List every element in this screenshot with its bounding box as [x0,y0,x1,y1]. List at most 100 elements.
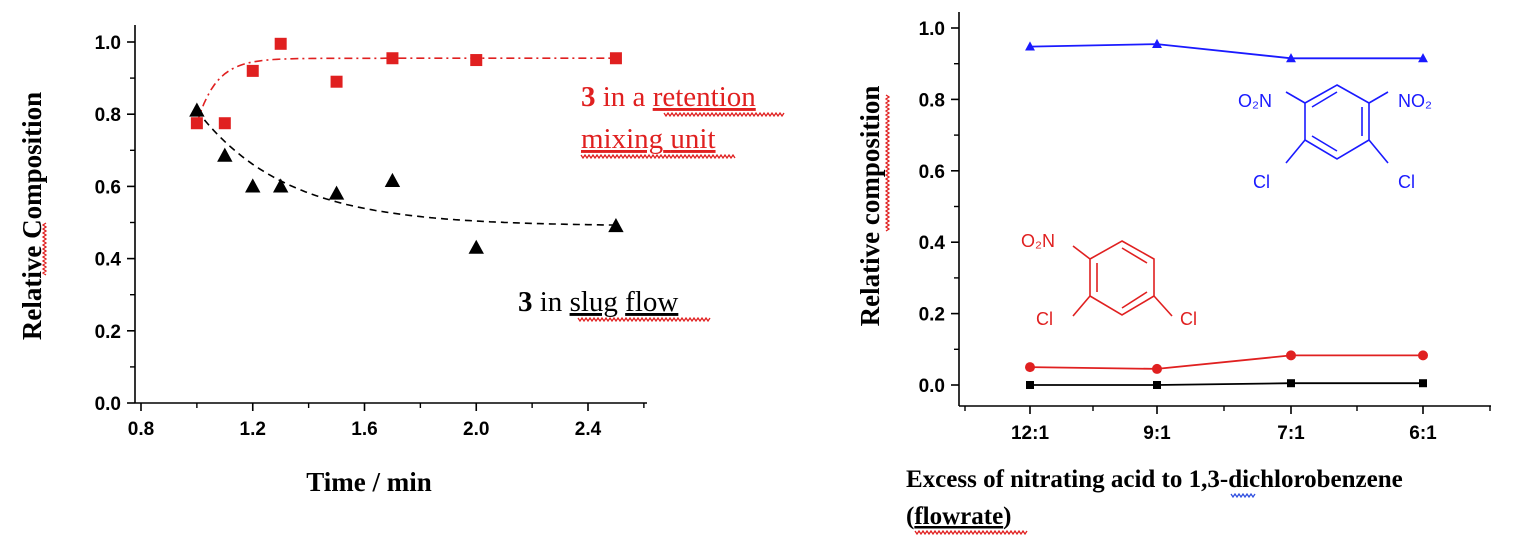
right-x-tick-label: 7:1 [1277,423,1305,444]
right-x-title-part2: ,3 [1201,466,1220,493]
left-y-axis-title: Relative Composition [17,92,47,340]
right-x-title2-part1: ( [906,503,914,530]
series-black-line [1030,382,1423,386]
right-x-axis-title-line2: (flowrate) [906,503,1012,530]
data-point-black-triangle [328,185,345,200]
left-y-tick-label: 0.6 [95,177,121,198]
data-point-black-triangle [245,178,261,193]
annotation-red: 3 in a retention [581,81,756,113]
left-y-tick-label: 1.0 [95,33,121,54]
left-y-tick-label: 0.2 [95,322,121,343]
mononitro-double-2 [1121,247,1148,264]
right-x-tick-label: 12:1 [1011,423,1049,444]
right-y-axis-title: Relative composition [855,86,885,327]
data-point-red-square [218,117,231,130]
right-x-title-part3: -dichlorobenzene [1220,466,1403,493]
series-red-point [1286,350,1296,361]
dinitro-double-1 [1311,91,1338,108]
left-y-title-spellcheck [41,222,48,276]
left-x-tick-label: 2.0 [463,419,489,440]
right-y-tick-label: 1.0 [919,19,945,40]
chart-right: 0.0 0.2 0.4 0.6 0.8 1.0 12:1 9:1 7:1 6:1 Relative… [855,12,1491,536]
left-x-tick-label: 1.6 [351,419,377,440]
annotation-red-spellcheck-1 [663,111,785,118]
mononitro-bond-top [1072,245,1091,260]
mononitro-ring [1089,240,1155,316]
chart-left: 0.0 0.2 0.4 0.6 0.8 1.0 0.8 1.2 1.6 2.0 2.4 Time /… [17,25,785,497]
data-point-black-triangle [468,239,484,254]
data-point-black-triangle [189,102,205,117]
data-point-red-square [386,52,399,65]
right-x-title-spellcheck-blue [1230,492,1256,499]
data-point-black-triangle [272,178,289,193]
data-point-black-triangle [608,218,624,233]
right-x-title-part1: Excess of nitrating acid to 1 [906,466,1201,493]
dinitro-label-cl-left: Cl [1253,172,1270,192]
series-blue-line [1029,43,1423,60]
dinitro-label-cl-right: Cl [1398,172,1415,192]
mononitro-bond-cl-left [1072,295,1091,317]
right-y-tick-label: 0.6 [919,162,945,183]
left-y-axis-title-part2: Composition [17,92,47,239]
right-x-tick-label: 6:1 [1409,423,1437,444]
annotation-red-spellcheck-2 [580,153,736,160]
mononitro-double-3 [1121,291,1148,309]
annotation-red-word: retention [653,81,757,113]
dinitro-double-3 [1311,135,1338,152]
dinitro-bond-cl-right [1368,139,1389,164]
data-point-red-square [246,64,259,77]
data-point-red-square [330,75,343,88]
series-black-point [1287,379,1295,388]
series-red-line [1029,354,1423,370]
right-y-axis-title-part1: Relative [855,225,885,326]
right-ticks: 0.0 0.2 0.4 0.6 0.8 1.0 12:1 9:1 7:1 6:1 [919,19,1491,444]
left-x-axis-title: Time / min [306,467,432,497]
structure-dinitro [1285,84,1389,164]
series-red-point [1152,363,1162,374]
annotation-black: 3 in slug flow [518,286,678,318]
left-y-tick-label: 0.8 [95,105,121,126]
data-point-black-triangle [217,147,233,162]
annotation-black-text: in [533,286,570,318]
fit-curve-black [196,110,616,226]
left-fit-curves [196,57,616,226]
annotation-black-word1: slug [570,286,618,318]
series-red-point [1418,350,1428,361]
left-y-axis-title-part1: Relative [17,239,47,340]
right-x-title2-part3: ) [1003,503,1011,530]
right-x-tick-label: 9:1 [1143,423,1171,444]
dinitro-bond-cl-left [1285,139,1306,164]
right-y-tick-label: 0.4 [919,233,946,254]
annotation-red-number: 3 [581,81,596,113]
mononitro-label-o2n: O₂N [1021,231,1055,251]
annotation-red-text1: in a [596,81,653,113]
data-point-red-square [609,52,622,65]
right-y-title-spellcheck [884,94,891,232]
left-x-tick-label: 0.8 [128,419,154,440]
annotation-red-line2: mixing unit [581,123,716,155]
right-data-series [1025,38,1428,389]
left-y-tick-label: 0.4 [95,250,122,271]
annotation-red-word2: mixing [581,123,663,155]
data-point-red-square [190,117,203,130]
annotation-black-spellcheck [577,316,711,323]
left-x-tick-label: 2.4 [575,419,602,440]
series-blue-point [1286,53,1296,63]
mononitro-label-cl-left: Cl [1036,309,1053,329]
right-y-axis-title-part2: composition [855,86,885,226]
series-blue-point [1418,53,1428,63]
right-y-tick-label: 0.8 [919,90,945,111]
structure-mononitro [1072,240,1173,317]
data-point-black-triangle [384,172,401,188]
series-red-point [1025,362,1035,373]
series-black-point [1153,381,1161,389]
right-x-title-spellcheck-red [914,529,1028,536]
dinitro-bond-right [1368,91,1389,104]
series-black-point [1026,381,1034,389]
left-x-tick-label: 1.2 [240,419,266,440]
right-x-title2-part2: flowrate [914,503,1003,530]
dinitro-bond-left [1285,91,1306,104]
annotation-black-word2: flow [625,286,678,318]
left-ticks: 0.0 0.2 0.4 0.6 0.8 1.0 0.8 1.2 1.6 2.0 2.4 [95,33,645,440]
